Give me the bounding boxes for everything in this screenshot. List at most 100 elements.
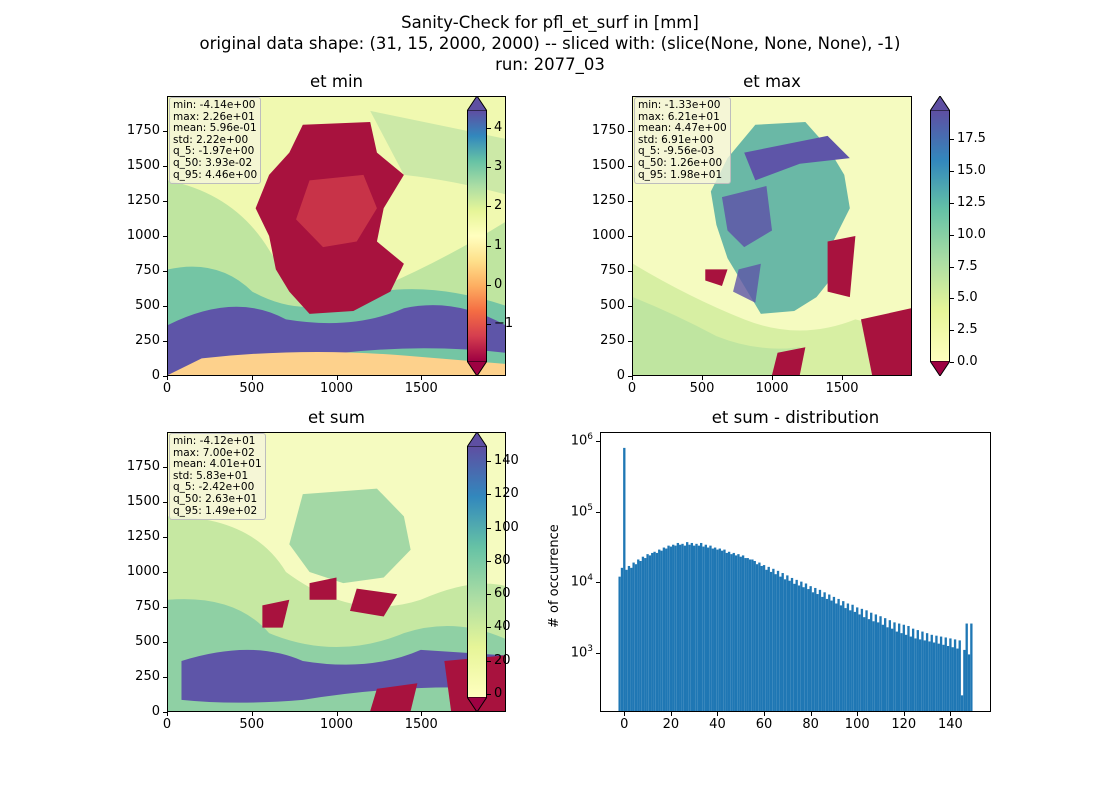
histogram-bar bbox=[620, 567, 624, 711]
x-tick-label: 140 bbox=[937, 717, 963, 732]
colorbar-tick-mark bbox=[487, 693, 491, 695]
histogram-bar bbox=[872, 621, 875, 711]
histogram-bar bbox=[648, 555, 652, 711]
stat-mean: mean: 4.01e+01 bbox=[173, 458, 262, 471]
stat-q50: q_50: 3.93e-02 bbox=[173, 156, 253, 169]
colorbar-tick-label: 0.0 bbox=[957, 354, 978, 369]
x-tick-label: 0 bbox=[620, 717, 629, 732]
histogram-bar bbox=[674, 545, 677, 711]
histogram-bar bbox=[918, 639, 922, 711]
histogram-bar bbox=[693, 545, 696, 711]
stat-max: max: 2.26e+01 bbox=[173, 110, 255, 123]
y-tick-label: 250 bbox=[135, 669, 160, 684]
histogram-bar bbox=[811, 592, 815, 711]
histogram-bar bbox=[856, 607, 859, 711]
histogram-bar bbox=[925, 633, 929, 711]
colorbar-tick-label: 100 bbox=[494, 519, 519, 535]
colorbar-tick-mark bbox=[487, 527, 491, 529]
y-tick-mark bbox=[628, 376, 632, 377]
y-tick-label: 250 bbox=[600, 333, 625, 348]
y-tick-mark bbox=[628, 236, 632, 237]
histogram-bar bbox=[963, 649, 966, 711]
figure-title-line-3: run: 2077_03 bbox=[495, 55, 605, 74]
y-tick-mark bbox=[163, 502, 167, 503]
histogram-bar bbox=[679, 544, 682, 711]
y-tick-label: 500 bbox=[135, 634, 160, 649]
y-tick-mark bbox=[163, 537, 167, 538]
x-tick-mark bbox=[857, 712, 859, 716]
histogram-bar bbox=[779, 576, 782, 711]
histogram-bar bbox=[769, 571, 773, 711]
et-sum-heatmap: min: -4.12e+01 max: 7.00e+02 mean: 4.01e+0… bbox=[167, 432, 506, 712]
y-tick-label: 500 bbox=[135, 298, 160, 313]
y-tick-mark bbox=[163, 572, 167, 573]
x-tick-mark bbox=[810, 712, 812, 716]
y-tick-mark bbox=[596, 441, 600, 443]
colorbar-tick-label: 10.0 bbox=[957, 226, 986, 242]
colorbar-extend-top bbox=[467, 432, 487, 447]
et-min-colorbar bbox=[467, 96, 487, 376]
histogram-bar bbox=[783, 579, 787, 711]
histogram-bar bbox=[818, 589, 822, 711]
x-tick-mark bbox=[903, 712, 905, 716]
y-tick-label: 1000 bbox=[591, 228, 625, 243]
histogram-bar bbox=[637, 559, 640, 711]
colorbar-tick-label: 80 bbox=[494, 552, 511, 568]
histogram-bar bbox=[753, 560, 756, 711]
stat-max: max: 6.21e+01 bbox=[638, 110, 720, 123]
stat-q95: q_95: 1.49e+02 bbox=[173, 504, 258, 517]
et-min-heatmap: min: -4.14e+00 max: 2.26e+01 mean: 5.96e-0… bbox=[167, 96, 506, 376]
stat-q50: q_50: 1.26e+00 bbox=[638, 156, 723, 169]
histogram-bar bbox=[825, 598, 829, 711]
colorbar-tick-mark bbox=[487, 245, 491, 247]
y-tick-label: 1750 bbox=[591, 123, 625, 138]
stat-q95: q_95: 4.46e+00 bbox=[173, 168, 258, 181]
x-tick-label: 500 bbox=[689, 381, 715, 396]
histogram-bar bbox=[958, 640, 961, 711]
histogram-bar bbox=[937, 643, 940, 711]
y-tick-mark bbox=[163, 376, 167, 377]
stat-q95: q_95: 1.98e+01 bbox=[638, 168, 723, 181]
histogram-bar bbox=[760, 565, 763, 711]
colorbar-tick-label: 0 bbox=[494, 685, 503, 701]
histogram-bar bbox=[953, 639, 957, 711]
histogram-bar bbox=[849, 610, 852, 711]
colorbar-extend-bottom bbox=[930, 361, 950, 376]
x-tick-mark bbox=[624, 712, 626, 716]
colorbar-tick-mark bbox=[487, 323, 491, 325]
histogram-bar bbox=[828, 594, 831, 711]
histogram-bar bbox=[909, 636, 912, 711]
histogram-bar bbox=[932, 642, 936, 711]
y-tick-label: 0 bbox=[616, 368, 625, 383]
y-tick-mark bbox=[163, 131, 167, 132]
histogram-bar bbox=[793, 583, 796, 711]
histogram-bar bbox=[744, 558, 747, 711]
histogram-bar bbox=[821, 596, 824, 711]
histogram-svg bbox=[618, 447, 973, 711]
histogram-bar bbox=[921, 631, 924, 711]
histogram-bar bbox=[877, 622, 880, 711]
colorbar-tick-mark bbox=[487, 594, 491, 596]
y-tick-mark bbox=[628, 131, 632, 132]
histogram-bar bbox=[897, 623, 901, 711]
stat-std: std: 5.83e+01 bbox=[173, 469, 249, 482]
histogram-bar bbox=[683, 545, 687, 711]
stat-min: min: -4.12e+01 bbox=[173, 435, 256, 447]
colorbar-tick-label: 140 bbox=[494, 452, 519, 468]
colorbar-tick-mark bbox=[487, 284, 491, 286]
x-tick-label: 1000 bbox=[755, 381, 789, 396]
y-tick-label: 104 bbox=[571, 573, 593, 589]
histogram-bar bbox=[881, 624, 885, 711]
y-tick-label: 750 bbox=[600, 263, 625, 278]
x-tick-label: 1500 bbox=[825, 381, 859, 396]
histogram-bar bbox=[944, 637, 947, 711]
y-tick-label: 1750 bbox=[126, 123, 160, 138]
histogram-bar bbox=[713, 547, 717, 711]
x-tick-mark bbox=[842, 376, 843, 380]
y-tick-mark bbox=[163, 341, 167, 342]
histogram-bar bbox=[851, 604, 854, 711]
y-tick-mark bbox=[163, 677, 167, 678]
colorbar-tick-label: 5.0 bbox=[957, 290, 978, 306]
histogram-bar bbox=[765, 569, 768, 711]
histogram-plot bbox=[600, 432, 991, 712]
